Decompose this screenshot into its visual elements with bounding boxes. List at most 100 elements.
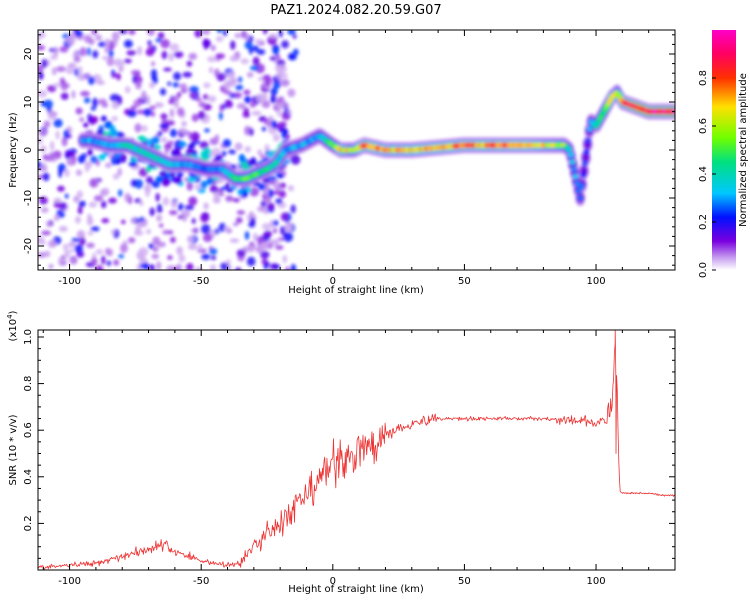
noise-blob	[69, 258, 77, 264]
noise-blob	[173, 72, 182, 81]
noise-blob	[281, 40, 289, 49]
noise-blob	[156, 214, 163, 222]
noise-blob	[262, 30, 268, 35]
noise-blob	[145, 48, 155, 57]
colorbar-tick-label: 0.0	[698, 262, 709, 278]
noise-blob	[215, 53, 226, 60]
noise-blob	[234, 33, 241, 39]
noise-blob	[168, 98, 175, 105]
noise-blob	[64, 149, 71, 160]
noise-blob	[79, 47, 87, 57]
noise-blob	[73, 56, 81, 63]
ridge-noise-blob	[191, 150, 198, 156]
noise-blob	[168, 210, 178, 216]
noise-blob	[124, 86, 131, 94]
noise-blob	[257, 149, 263, 156]
noise-blob	[63, 249, 71, 259]
noise-blob	[52, 150, 62, 158]
noise-blob	[287, 109, 292, 115]
noise-blob	[270, 87, 278, 96]
noise-blob	[38, 251, 46, 258]
snr-frame	[37, 329, 676, 571]
ridge-core	[575, 188, 582, 194]
noise-blob	[177, 203, 184, 211]
noise-blob	[255, 245, 264, 254]
y-tick-label: 0.6	[23, 422, 34, 438]
ridge-noise-blob	[238, 153, 246, 162]
noise-blob	[128, 30, 136, 35]
ridge-noise-blob	[169, 171, 176, 178]
ridge-core	[570, 166, 577, 172]
noise-blob	[203, 39, 209, 50]
noise-blob	[277, 237, 285, 242]
ridge-noise-blob	[119, 154, 127, 159]
noise-blob	[218, 222, 227, 233]
noise-blob	[186, 181, 194, 191]
noise-blob	[44, 250, 51, 258]
ridge-noise-blob	[83, 122, 89, 128]
noise-blob	[175, 263, 183, 270]
noise-blob	[272, 133, 281, 142]
noise-blob	[225, 195, 234, 202]
noise-blob	[246, 71, 254, 78]
noise-blob	[84, 97, 91, 104]
noise-blob	[123, 58, 132, 64]
noise-blob	[204, 128, 210, 133]
noise-blob	[138, 167, 148, 177]
noise-blob	[199, 141, 209, 150]
x-tick-label: -100	[58, 276, 81, 287]
noise-blob	[100, 200, 107, 209]
noise-blob	[270, 263, 281, 270]
noise-blob	[256, 235, 265, 244]
noise-blob	[141, 125, 148, 132]
x-tick-label: 100	[586, 276, 605, 287]
noise-blob	[203, 82, 211, 89]
noise-blob	[189, 85, 199, 93]
noise-blob	[40, 145, 47, 153]
noise-blob	[209, 247, 218, 255]
noise-blob	[283, 232, 294, 242]
noise-blob	[190, 131, 200, 142]
noise-blob	[234, 142, 243, 151]
noise-blob	[79, 237, 86, 246]
noise-blob	[184, 204, 194, 211]
noise-blob	[95, 265, 104, 270]
noise-blob	[200, 224, 211, 235]
noise-blob	[267, 115, 274, 122]
noise-blob	[151, 253, 160, 259]
noise-blob	[169, 43, 180, 52]
y-tick-label: 10	[23, 96, 34, 109]
noise-blob	[210, 44, 216, 52]
noise-blob	[173, 51, 184, 58]
noise-blob	[229, 55, 240, 62]
noise-blob	[78, 200, 86, 208]
noise-blob	[77, 206, 83, 215]
noise-blob	[249, 187, 260, 197]
noise-blob	[203, 202, 209, 210]
noise-blob	[283, 73, 288, 79]
ridge-core	[572, 173, 579, 180]
noise-blob	[244, 125, 250, 136]
noise-blob	[191, 218, 196, 225]
noise-blob	[236, 103, 247, 110]
noise-blob	[38, 34, 41, 42]
noise-blob	[135, 71, 141, 81]
noise-blob	[51, 67, 57, 76]
ridge-noise-blob	[174, 176, 182, 185]
noise-blob	[287, 30, 296, 36]
noise-blob	[242, 111, 251, 118]
spectrogram-blur-group	[38, 30, 675, 270]
ridge-noise-blob	[206, 177, 213, 186]
colorbar-label: Normalized spectral amplitude	[738, 73, 749, 227]
noise-blob	[275, 102, 284, 110]
noise-blob	[256, 206, 267, 212]
y-tick-label: -10	[23, 190, 34, 206]
noise-blob	[139, 216, 145, 222]
noise-blob	[292, 48, 299, 56]
noise-blob	[167, 120, 175, 126]
noise-blob	[251, 110, 262, 116]
noise-blob	[133, 99, 139, 109]
noise-blob	[287, 88, 296, 98]
noise-blob	[207, 56, 217, 63]
